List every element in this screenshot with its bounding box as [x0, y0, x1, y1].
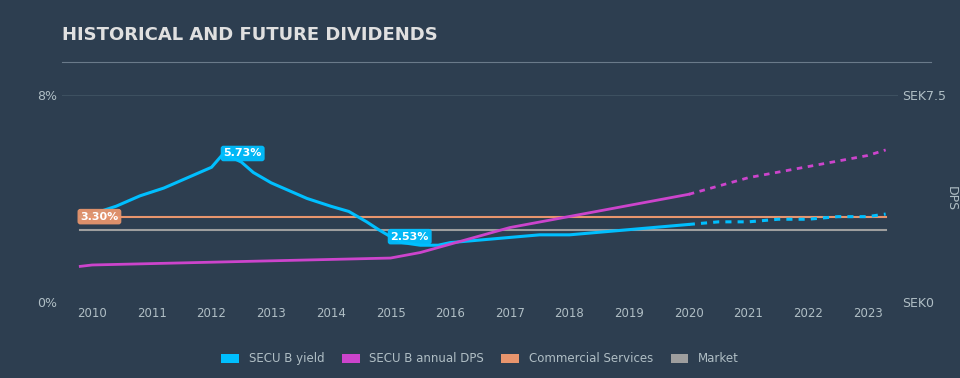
Text: 5.73%: 5.73% [224, 149, 262, 158]
Text: HISTORICAL AND FUTURE DIVIDENDS: HISTORICAL AND FUTURE DIVIDENDS [62, 26, 438, 45]
Text: 3.30%: 3.30% [81, 212, 118, 222]
Text: 2.53%: 2.53% [391, 232, 429, 242]
Legend: SECU B yield, SECU B annual DPS, Commercial Services, Market: SECU B yield, SECU B annual DPS, Commerc… [217, 348, 743, 370]
Y-axis label: DPS: DPS [945, 186, 957, 211]
